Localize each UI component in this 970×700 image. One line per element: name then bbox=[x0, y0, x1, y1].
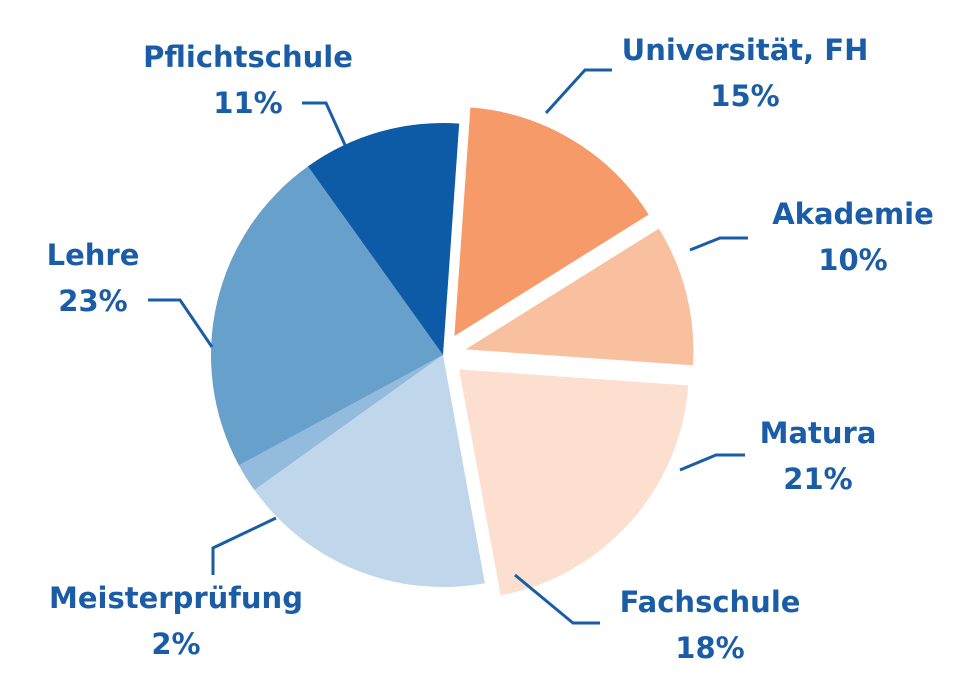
slice-value-lehre: 23% bbox=[58, 284, 127, 318]
pie-slice-lehre bbox=[211, 166, 443, 466]
pie-slice-meisterprufung bbox=[238, 355, 443, 491]
slice-value-meisterprufung: 2% bbox=[151, 627, 200, 661]
slice-value-universitat-fh: 15% bbox=[710, 79, 779, 113]
leader-lines bbox=[148, 68, 748, 625]
leader-line-universitat-fh bbox=[544, 68, 612, 115]
leader-line-matura bbox=[679, 453, 745, 472]
pie-slices bbox=[211, 105, 696, 598]
leader-line-pflichtschule bbox=[302, 101, 347, 146]
pie-slice-matura bbox=[456, 367, 691, 598]
slice-label-lehre: Lehre bbox=[47, 238, 140, 272]
leader-line-lehre bbox=[148, 298, 214, 348]
pie-slice-fachschule bbox=[254, 355, 485, 588]
leader-line-akademie bbox=[689, 236, 748, 252]
slice-label-meisterprufung: Meisterprüfung bbox=[49, 581, 303, 615]
slice-label-akademie: Akademie bbox=[772, 197, 934, 231]
slice-value-pflichtschule: 11% bbox=[213, 86, 282, 120]
slice-label-pflichtschule: Pflichtschule bbox=[143, 40, 353, 74]
slice-label-matura: Matura bbox=[760, 416, 877, 450]
slice-value-matura: 21% bbox=[783, 462, 852, 496]
slice-label-universitat-fh: Universität, FH bbox=[622, 33, 869, 67]
slice-label-fachschule: Fachschule bbox=[620, 585, 801, 619]
leader-line-fachschule bbox=[514, 573, 600, 625]
slice-value-fachschule: 18% bbox=[675, 631, 744, 665]
pie-slice-universitat-fh bbox=[452, 105, 652, 340]
slice-value-akademie: 10% bbox=[818, 243, 887, 277]
pie-slice-akademie bbox=[459, 225, 696, 368]
leader-line-meisterprufung bbox=[211, 516, 277, 575]
slice-labels: Universität, FH 15% Akademie 10% Matura 21% Fa… bbox=[47, 33, 934, 665]
pie-slice-pflichtschule bbox=[307, 123, 460, 356]
